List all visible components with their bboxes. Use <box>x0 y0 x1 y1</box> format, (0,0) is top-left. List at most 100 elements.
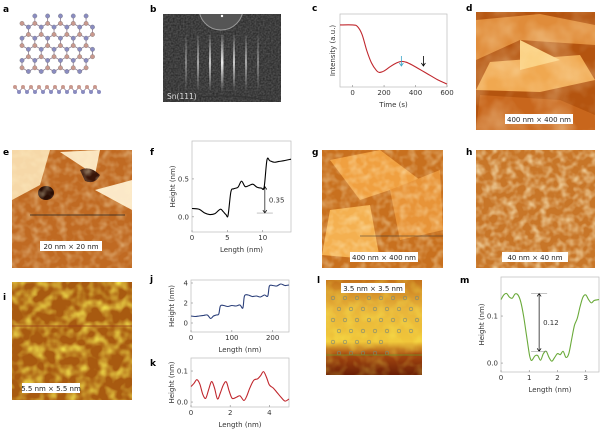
plot-frame <box>191 140 292 233</box>
series-line <box>190 371 290 402</box>
atom <box>41 90 45 94</box>
y-tick-label: 0.0 <box>487 360 498 368</box>
x-tick-label: 200 <box>266 334 279 342</box>
atom <box>21 85 25 89</box>
panel-label-i: i <box>3 293 6 303</box>
plot-frame <box>190 279 290 333</box>
atom <box>90 54 95 60</box>
atom <box>70 65 76 71</box>
panel-label-l: l <box>317 276 320 286</box>
series-line <box>339 24 448 85</box>
panel-label-f: f <box>150 148 154 158</box>
y-tick-label: 0.1 <box>177 368 188 376</box>
atom <box>19 58 25 63</box>
atom <box>58 13 63 19</box>
y-tick-label: 4 <box>184 280 189 288</box>
atom <box>83 58 89 63</box>
panel-label-c: c <box>312 4 317 14</box>
atom <box>53 85 57 89</box>
atom-marker <box>378 295 384 301</box>
atom <box>51 46 57 52</box>
atom <box>26 24 31 30</box>
y-tick-label: 2 <box>184 300 188 308</box>
atom <box>77 69 83 74</box>
series-line <box>191 157 292 218</box>
x-tick-label: 200 <box>377 89 390 97</box>
atom <box>70 43 76 48</box>
atom <box>83 43 89 48</box>
atom <box>51 54 57 60</box>
diffraction-streak <box>257 35 259 90</box>
honeycomb-lattice-top-view <box>19 13 95 74</box>
chart-c: 0 200 400 600 Time (s) Intensity (a.u.) <box>329 13 454 109</box>
atom <box>25 90 29 94</box>
atom <box>64 46 70 52</box>
x-tick-label: 0 <box>190 234 194 242</box>
atom <box>13 85 17 89</box>
y-axis-label: Height (nm) <box>168 285 176 327</box>
panel-label-e: e <box>3 148 9 158</box>
atom <box>45 58 50 63</box>
atom-marker <box>372 328 378 334</box>
atom <box>45 21 50 26</box>
y-axis-label: Height (nm) <box>168 361 176 403</box>
x-axis-label: Length (nm) <box>528 386 571 394</box>
atom-marker <box>366 317 372 323</box>
atom <box>58 35 63 41</box>
y-tick-label: 0.1 <box>487 313 498 321</box>
atom-marker <box>354 317 360 323</box>
rheed-caption: Sn(111) <box>167 92 197 101</box>
atom <box>73 90 77 94</box>
x-tick-label: 0 <box>350 89 354 97</box>
atom <box>58 43 63 48</box>
atom-marker <box>378 339 384 345</box>
atom <box>90 32 95 37</box>
atom <box>83 13 89 19</box>
lattice-side-view <box>13 85 101 94</box>
scale-label-i: 5.5 nm × 5.5 nm <box>21 385 81 393</box>
x-tick-label: 5 <box>225 234 229 242</box>
atom-marker <box>396 328 402 334</box>
atom <box>83 21 89 26</box>
panel-label-a: a <box>3 5 9 15</box>
atom-marker <box>330 339 336 345</box>
atom-marker <box>390 317 396 323</box>
plot-frame <box>190 357 290 408</box>
panel-label-d: d <box>466 4 472 14</box>
chart-k: 0 2 4 0.0 0.1 Length (nm) Height (nm) <box>168 357 290 429</box>
atom <box>26 69 31 74</box>
y-tick-label: 0.0 <box>177 399 188 407</box>
atom <box>64 24 70 30</box>
x-axis-label: Length (nm) <box>220 246 263 254</box>
diffraction-streak <box>233 35 235 90</box>
atom-marker <box>378 317 384 323</box>
atom <box>90 46 95 52</box>
x-tick-label: 3 <box>583 374 587 382</box>
atom <box>64 54 70 60</box>
panel-label-b: b <box>150 5 157 15</box>
diffraction-streak <box>245 35 247 90</box>
atom <box>45 13 50 19</box>
height-annotation: 0.35 <box>269 196 285 204</box>
atom-marker <box>336 306 342 312</box>
scale-label-g: 400 nm × 400 nm <box>352 254 416 262</box>
atom <box>97 90 101 94</box>
atom <box>70 58 76 63</box>
atom <box>49 90 53 94</box>
diffraction-streak <box>209 35 211 90</box>
x-axis-label: Length (nm) <box>218 421 261 429</box>
atom <box>45 43 50 48</box>
atom <box>77 32 83 37</box>
scale-label-e: 20 nm × 20 nm <box>43 243 98 251</box>
atom <box>38 46 44 52</box>
atom-marker <box>384 306 390 312</box>
x-tick-label: 0 <box>189 409 193 417</box>
y-tick-label: 0.5 <box>178 175 189 183</box>
atom-marker <box>330 295 336 301</box>
rheed-pattern-image: Sn(111) <box>163 14 281 102</box>
atom <box>51 24 57 30</box>
panel-label-m: m <box>460 276 469 286</box>
atom <box>77 46 83 52</box>
atom-marker <box>390 295 396 301</box>
